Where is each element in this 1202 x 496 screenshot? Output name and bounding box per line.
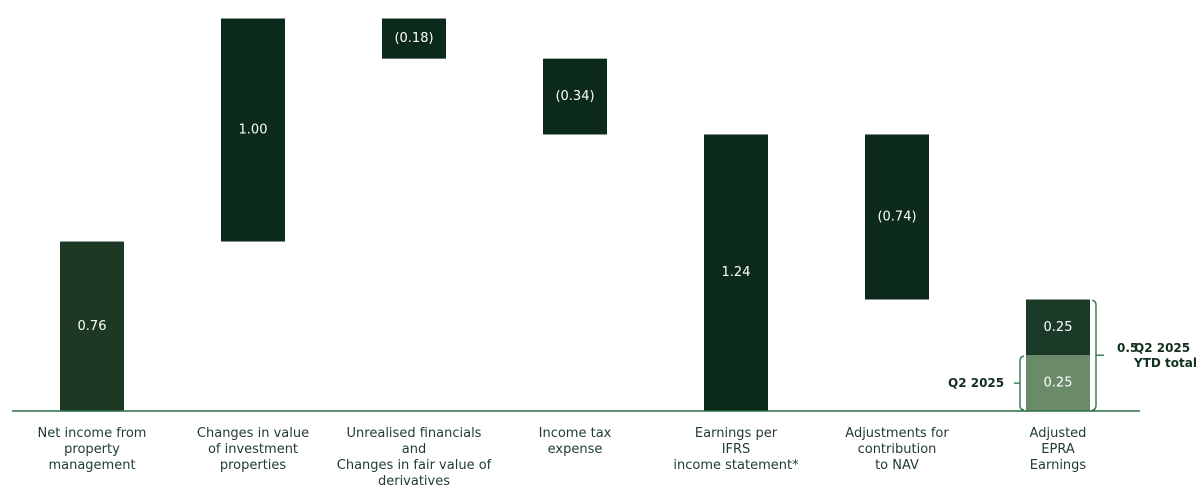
bar-5	[865, 134, 929, 300]
stack-segment-prior	[1026, 299, 1090, 356]
stack-segment-q2	[1026, 355, 1090, 411]
bar-value-label-2: (0.18)	[394, 31, 433, 46]
bar-value-label-4: 1.24	[722, 265, 751, 280]
stack-segment-q2-label: 0.25	[1044, 376, 1073, 391]
q2-bracket	[1019, 355, 1025, 411]
ytd-total-text: Q2 2025 YTD total	[1134, 341, 1197, 370]
category-label-5: Adjustments for contribution to NAV	[845, 426, 949, 473]
bar-0	[60, 241, 124, 411]
bar-3	[543, 58, 607, 135]
ytd-bracket	[1091, 299, 1097, 411]
ytd-total-value: 0.5	[1117, 341, 1139, 355]
bar-value-label-5: (0.74)	[877, 209, 916, 224]
category-label-2: Unrealised financials and Changes in fai…	[336, 426, 492, 489]
category-label-3: Income tax expense	[538, 426, 612, 457]
category-label-1: Changes in value of investment propertie…	[196, 426, 310, 473]
stack-segment-prior-label: 0.25	[1044, 320, 1073, 335]
bar-1	[221, 18, 285, 242]
category-label-0: Net income from property management	[37, 426, 147, 473]
bar-value-label-1: 1.00	[239, 123, 268, 138]
category-label-4: Earnings per IFRS income statement*	[673, 426, 799, 473]
q2-2025-label: Q2 2025	[948, 376, 1005, 390]
bar-4	[704, 134, 768, 412]
bar-2	[382, 18, 446, 59]
category-label-6: Adjusted EPRA Earnings	[1029, 426, 1087, 473]
bar-value-label-0: 0.76	[78, 319, 107, 334]
bar-value-label-3: (0.34)	[555, 89, 594, 104]
